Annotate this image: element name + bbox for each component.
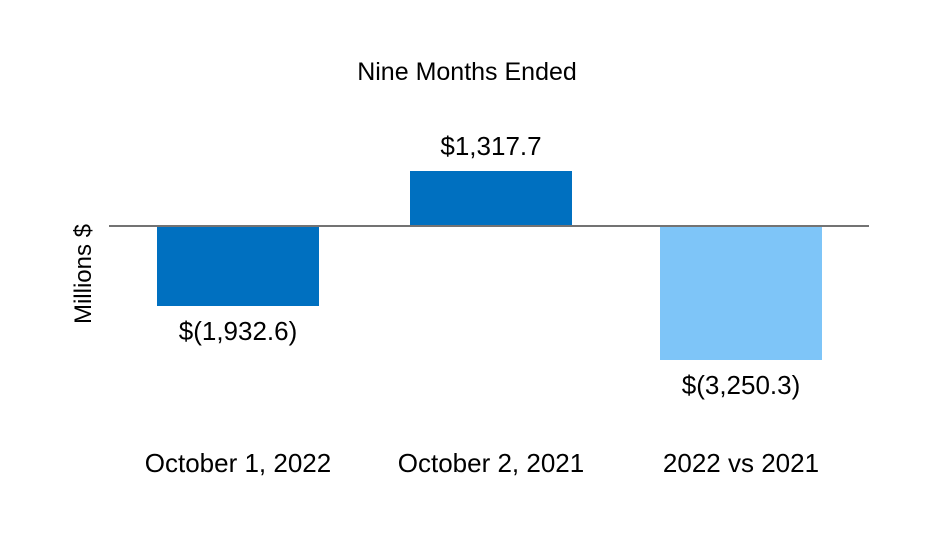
category-label-2022-vs-2021: 2022 vs 2021 bbox=[662, 448, 820, 478]
x-axis-zero-line bbox=[109, 225, 869, 227]
bar-october-1-2022 bbox=[157, 227, 319, 306]
data-label-october-1-2022: $(1,932.6) bbox=[178, 316, 298, 346]
bar-2022-vs-2021 bbox=[660, 227, 822, 360]
data-label-october-2-2021: $1,317.7 bbox=[440, 131, 542, 161]
data-label-2022-vs-2021: $(3,250.3) bbox=[681, 370, 801, 400]
chart-title: Nine Months Ended bbox=[357, 58, 577, 86]
bar-october-2-2021 bbox=[410, 171, 572, 225]
y-axis-label: Millions $ bbox=[70, 223, 97, 325]
category-label-october-2-2021: October 2, 2021 bbox=[397, 448, 585, 478]
category-label-october-1-2022: October 1, 2022 bbox=[144, 448, 332, 478]
